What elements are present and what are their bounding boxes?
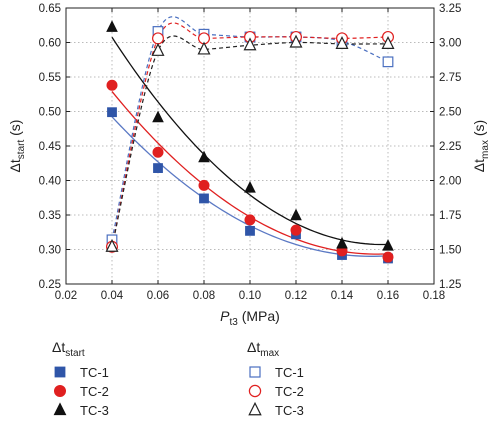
marker-tc-2-start: [152, 146, 164, 158]
marker-tc-3-start: [106, 20, 118, 32]
y-axis-right-label: Δtmax (s): [471, 120, 491, 172]
y-left-tick-label: 0.55: [39, 72, 61, 84]
marker-tc-2-start: [290, 224, 302, 236]
marker-tc-3-max: [105, 238, 119, 252]
x-axis-label: Pt3 (MPa): [220, 308, 280, 328]
marker-tc-1-start: [107, 107, 117, 118]
y-left-tick-label: 0.25: [39, 279, 61, 291]
legend-label: TC-3: [275, 403, 304, 418]
y-right-tick-label: 3.00: [439, 38, 461, 50]
y-left-tick-label: 0.35: [39, 210, 61, 222]
data-markers: [105, 20, 395, 264]
marker-tc-3-start: [336, 236, 348, 249]
marker-tc-3-start: [152, 110, 164, 123]
legend-marker-tc-3: [248, 401, 262, 416]
y-right-tick-label: 3.25: [439, 3, 461, 15]
y-left-tick-label: 0.60: [39, 38, 61, 50]
legend-marker-tc-1: [249, 366, 261, 378]
x-tick-label: 0.10: [239, 290, 261, 302]
legend: Δtstart TC-1 TC-2 TC-3 Δtmax TC-1 TC-2 TC-3: [52, 339, 304, 418]
y-axis-left-label: Δtstart (s): [7, 120, 27, 173]
y-right-tick-label: 2.75: [439, 72, 461, 84]
marker-tc-1-max: [382, 56, 394, 68]
y-right-tick-label: 2.00: [439, 176, 461, 188]
legend-marker-tc-2: [54, 384, 67, 397]
marker-tc-3-max: [197, 41, 211, 55]
marker-tc-3-start: [198, 150, 210, 163]
x-tick-label: 0.02: [55, 290, 77, 302]
marker-tc-3-max: [335, 36, 349, 50]
legend-label: TC-1: [80, 365, 109, 380]
y-right-tick-label: 2.25: [439, 141, 461, 153]
legend-label: TC-2: [275, 384, 304, 399]
legend-marker-tc-3: [53, 402, 67, 416]
marker-tc-3-max: [151, 42, 165, 56]
marker-tc-3-max: [243, 37, 257, 51]
legend-title: Δtmax: [247, 339, 279, 359]
marker-tc-2-start: [198, 179, 210, 191]
legend-title: Δtstart: [52, 339, 85, 359]
y-right-tick-label: 1.25: [439, 279, 461, 291]
axes: 0.02 0.04 0.06 0.08 0.10 0.12 0.14 0.16 0.18 0.25…: [39, 3, 462, 302]
x-tick-label: 0.16: [377, 290, 399, 302]
x-tick-label: 0.04: [101, 290, 124, 302]
y-right-tick-label: 2.50: [439, 107, 461, 119]
marker-tc-3-start: [382, 238, 394, 251]
x-tick-label: 0.08: [193, 290, 215, 302]
marker-tc-3-max: [381, 36, 395, 50]
marker-tc-1-start: [153, 163, 163, 173]
x-tick-label: 0.18: [423, 290, 445, 302]
x-tick-label: 0.06: [147, 290, 169, 302]
y-left-tick-label: 0.30: [39, 245, 61, 257]
marker-tc-2-start: [382, 251, 394, 263]
legend-label: TC-2: [80, 384, 109, 399]
marker-tc-3-start: [244, 181, 256, 193]
legend-marker-tc-1: [54, 366, 66, 378]
y-right-tick-label: 1.50: [439, 245, 461, 257]
y-left-tick-label: 0.45: [39, 141, 61, 153]
marker-tc-1-start: [245, 225, 255, 236]
marker-tc-3-start: [290, 208, 302, 221]
y-left-tick-label: 0.40: [39, 176, 61, 188]
x-tick-label: 0.12: [285, 290, 307, 302]
y-left-tick-label: 0.65: [39, 3, 61, 15]
marker-tc-2-max: [152, 32, 165, 45]
x-tick-label: 0.14: [331, 290, 354, 302]
legend-label: TC-1: [275, 365, 304, 380]
marker-tc-2-start: [244, 214, 256, 226]
marker-tc-3-max: [289, 34, 303, 48]
marker-tc-1-start: [199, 193, 209, 204]
legend-label: TC-3: [80, 403, 109, 418]
y-left-tick-label: 0.50: [39, 107, 61, 119]
legend-marker-tc-2: [248, 384, 262, 398]
marker-tc-2-start: [106, 79, 118, 91]
y-right-tick-label: 1.75: [439, 210, 461, 222]
